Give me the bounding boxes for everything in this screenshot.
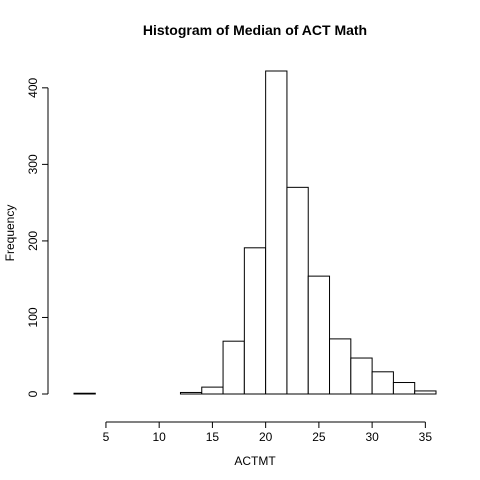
histogram-bar [201,386,224,395]
x-axis-ticks: 5 10 15 20 25 30 35 [103,422,433,444]
histogram-bar [371,371,394,395]
histogram-bar [329,338,352,395]
histogram-bar [265,70,288,395]
chart-title: Histogram of Median of ACT Math [143,22,367,38]
histogram-bar [286,186,309,395]
y-tick-label: 0 [26,390,40,397]
x-axis-label: ACTMT [234,454,276,468]
histogram-bar [414,390,437,395]
y-tick-label: 100 [26,307,40,327]
x-tick-label: 5 [103,430,110,444]
x-tick-label: 30 [365,430,379,444]
y-tick-label: 200 [26,231,40,251]
x-tick-label: 35 [419,430,433,444]
y-tick-label: 300 [26,154,40,174]
histogram-bar [243,247,267,395]
histogram-bar [350,357,373,395]
histogram-bar [179,391,203,395]
y-axis-label: Frequency [3,205,17,262]
x-tick-label: 10 [152,430,166,444]
histogram-bar [392,382,416,395]
histogram-bar [222,340,245,395]
histogram-bar [73,392,96,395]
x-tick-label: 25 [312,430,326,444]
bars-group [73,70,437,395]
x-tick-label: 20 [259,430,273,444]
y-tick-label: 400 [26,78,40,98]
histogram-bar [307,275,331,395]
x-tick-label: 15 [206,430,220,444]
y-axis-ticks: 0 100 200 300 400 [26,78,48,397]
